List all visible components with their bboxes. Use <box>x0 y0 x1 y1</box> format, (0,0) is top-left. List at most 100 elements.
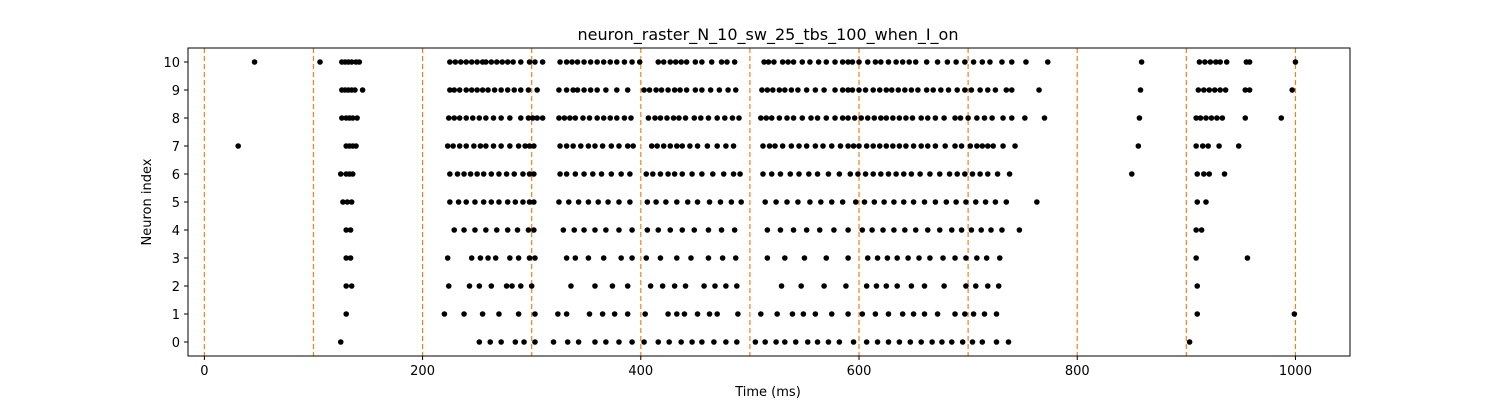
spike-marker <box>487 339 494 345</box>
spike-marker <box>764 255 771 261</box>
spike-marker <box>585 143 592 149</box>
spike-marker <box>643 255 650 261</box>
spike-marker <box>724 59 730 65</box>
spike-marker <box>628 115 634 121</box>
spike-marker <box>1242 87 1249 93</box>
spike-marker <box>896 339 903 345</box>
spike-marker <box>679 143 686 149</box>
spike-marker <box>557 143 563 149</box>
spike-marker <box>771 59 777 65</box>
spike-marker <box>910 199 917 205</box>
spike-marker <box>723 143 729 149</box>
spike-marker <box>636 59 643 65</box>
spike-marker <box>463 115 470 121</box>
spike-marker <box>444 255 451 261</box>
spike-marker <box>534 115 540 121</box>
spike-marker <box>900 171 907 177</box>
spike-marker <box>927 171 933 177</box>
spike-marker <box>520 171 526 177</box>
spike-marker <box>1044 59 1051 65</box>
spike-marker <box>1198 227 1205 233</box>
spike-marker <box>607 59 614 65</box>
spike-marker <box>878 171 884 177</box>
spike-marker <box>831 227 837 233</box>
spike-marker <box>493 59 500 65</box>
spike-marker <box>932 199 939 205</box>
spike-marker <box>1034 199 1040 205</box>
spike-marker <box>337 171 344 177</box>
spike-marker <box>681 311 688 317</box>
spike-marker <box>850 143 857 149</box>
spike-marker <box>644 227 651 233</box>
spike-marker <box>568 283 574 289</box>
spike-marker <box>447 171 453 177</box>
spike-marker <box>918 143 925 149</box>
spike-marker <box>936 171 943 177</box>
spike-marker <box>845 255 851 261</box>
spike-marker <box>934 59 941 65</box>
spike-marker <box>698 115 704 121</box>
spike-marker <box>674 143 680 149</box>
spike-marker <box>534 87 540 93</box>
spike-marker <box>1205 143 1211 149</box>
spike-marker <box>953 199 959 205</box>
spike-marker <box>968 87 975 93</box>
spike-marker <box>982 199 989 205</box>
spike-marker <box>850 339 857 345</box>
spike-marker <box>485 255 491 261</box>
spike-marker <box>799 59 806 65</box>
spike-marker <box>666 339 672 345</box>
spike-marker <box>674 311 680 317</box>
spike-marker <box>451 227 458 233</box>
spike-marker <box>624 311 631 317</box>
spike-marker <box>467 171 474 177</box>
spike-marker <box>503 171 510 177</box>
spike-marker <box>870 87 876 93</box>
spike-marker <box>952 255 958 261</box>
x-tick-label: 1000 <box>1279 364 1312 379</box>
spike-marker <box>463 87 470 93</box>
spike-marker <box>993 339 1000 345</box>
spike-marker <box>616 143 622 149</box>
spike-marker <box>788 143 795 149</box>
spike-marker <box>845 311 851 317</box>
spike-marker <box>514 227 521 233</box>
spike-marker <box>1221 171 1228 177</box>
y-tick-label: 4 <box>172 224 180 239</box>
spike-marker <box>1012 143 1018 149</box>
spike-marker <box>456 143 463 149</box>
spike-marker <box>737 171 743 177</box>
spike-marker <box>539 59 546 65</box>
spike-marker <box>954 171 961 177</box>
spike-marker <box>758 311 764 317</box>
spike-marker <box>924 227 931 233</box>
spike-marker <box>812 87 819 93</box>
spike-marker <box>1200 171 1207 177</box>
spike-marker <box>825 339 832 345</box>
spike-marker <box>457 59 464 65</box>
spike-marker <box>528 283 535 289</box>
spike-marker <box>565 199 572 205</box>
spike-marker <box>945 87 952 93</box>
spike-marker <box>701 283 707 289</box>
spike-marker <box>952 311 958 317</box>
spike-marker <box>864 255 871 261</box>
spike-marker <box>581 227 587 233</box>
spike-marker <box>807 59 813 65</box>
spike-marker <box>563 255 570 261</box>
spike-marker <box>476 115 483 121</box>
spike-marker <box>1246 87 1253 93</box>
spike-marker <box>896 143 903 149</box>
spike-marker <box>608 143 615 149</box>
spike-marker <box>674 255 680 261</box>
spike-marker <box>655 339 662 345</box>
spike-marker <box>1023 59 1029 65</box>
spike-marker <box>808 115 814 121</box>
spike-marker <box>496 171 502 177</box>
spike-marker <box>356 59 363 65</box>
spike-marker <box>472 199 478 205</box>
spike-marker <box>732 255 739 261</box>
spike-marker <box>812 143 819 149</box>
spike-marker <box>526 199 533 205</box>
spike-marker <box>663 199 669 205</box>
